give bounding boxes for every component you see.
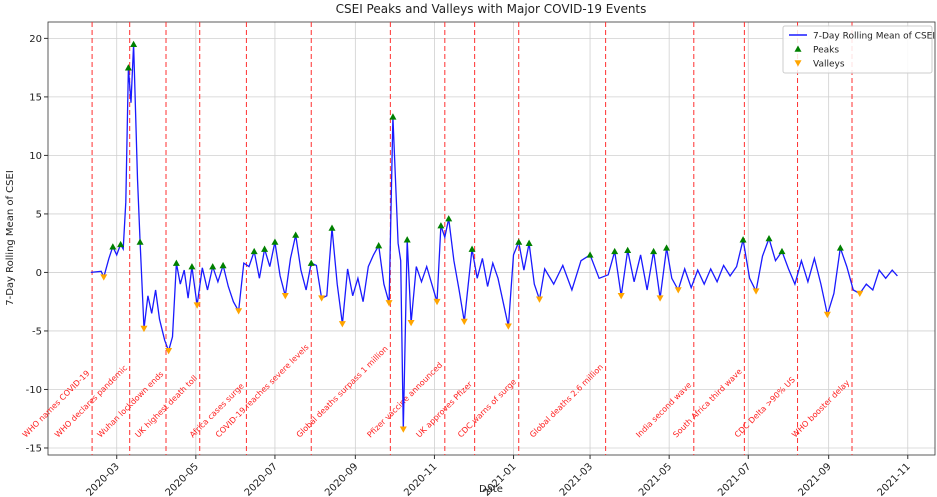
y-tick-label: 5 [36, 209, 42, 220]
x-axis-label: Date [479, 484, 503, 495]
valley-marker [656, 295, 664, 302]
valley-marker [823, 311, 831, 319]
event-label: Global deaths 2.6 million [528, 362, 605, 439]
peak-marker [525, 239, 533, 246]
x-tick-label: 2021-07 [716, 461, 753, 497]
event-label: CDC Delta >90% US [733, 375, 797, 439]
valley-marker [856, 290, 864, 298]
plot-frame [47, 21, 936, 456]
peak-marker [292, 231, 300, 238]
x-tick-label: 2021-05 [637, 461, 674, 497]
legend-swatch [794, 45, 802, 52]
valley-marker [535, 296, 543, 303]
valley-marker [338, 321, 346, 328]
peak-marker [261, 245, 269, 252]
y-tick-label: 10 [29, 151, 42, 162]
peak-marker [403, 236, 411, 243]
x-tick-label: 2021-11 [876, 461, 913, 497]
valley-marker [407, 319, 415, 327]
valley-marker [165, 348, 173, 355]
valley-marker [140, 325, 148, 333]
peak-marker [765, 235, 773, 242]
peak-marker [136, 238, 144, 245]
peak-marker [209, 263, 217, 270]
peak-marker [515, 238, 523, 245]
x-tick-label: 2020-05 [164, 461, 201, 497]
peak-marker [468, 245, 476, 252]
peak-marker [250, 247, 258, 255]
x-tick-label: 2020-07 [243, 461, 280, 497]
legend-label: Peaks [813, 46, 839, 56]
peak-marker [663, 244, 671, 251]
event-label: WHO booster delay [790, 378, 851, 439]
peak-marker [117, 240, 125, 248]
data-line [90, 44, 898, 430]
valley-marker [385, 300, 393, 307]
valley-marker [100, 274, 108, 281]
y-tick-label: 15 [29, 92, 42, 103]
event-label: COVID-19 reaches severe levels [214, 343, 311, 440]
y-tick-label: -5 [32, 326, 42, 337]
peak-marker [586, 251, 594, 258]
y-tick-label: 20 [29, 34, 42, 45]
peak-marker [375, 242, 383, 249]
peak-marker [124, 64, 132, 71]
valley-marker [752, 288, 760, 295]
y-axis-label: 7-Day Rolling Mean of CSEI [5, 170, 16, 306]
grid [48, 22, 935, 455]
peak-marker [650, 247, 658, 255]
peak-marker [836, 244, 844, 251]
peak-marker [130, 40, 138, 48]
x-tick-label: 2020-11 [402, 461, 439, 497]
valley-marker [460, 318, 468, 326]
valley-marker [504, 323, 512, 330]
peak-marker [389, 113, 397, 120]
event-label: South Africa third wave [671, 367, 744, 440]
peak-marker [328, 224, 336, 231]
y-tick-label: -15 [26, 443, 42, 454]
valley-marker [617, 293, 625, 300]
valley-marker [399, 426, 407, 433]
legend-box [782, 25, 933, 74]
chart-title: CSEI Peaks and Valleys with Major COVID-… [336, 2, 647, 16]
valley-marker [433, 298, 441, 306]
x-tick-label: 2020-03 [85, 461, 122, 497]
x-tick-label: 2020-09 [323, 461, 360, 497]
x-tick-label: 2021-03 [558, 461, 595, 497]
legend-swatch [794, 60, 802, 67]
valley-marker [193, 302, 201, 309]
peak-marker [739, 236, 747, 243]
valley-marker [674, 287, 682, 294]
valley-marker [318, 295, 326, 302]
peak-marker [437, 222, 445, 229]
peak-marker [219, 261, 227, 269]
legend-label: 7-Day Rolling Mean of CSEI [813, 32, 935, 42]
peak-marker [611, 247, 619, 255]
y-tick-label: -10 [26, 385, 42, 396]
valley-marker [281, 293, 289, 300]
peak-marker [445, 215, 453, 222]
peak-marker [307, 259, 315, 266]
peak-marker [778, 247, 786, 255]
x-tick-label: 2021-09 [796, 461, 833, 497]
legend-label: Valleys [813, 60, 845, 70]
peak-marker [172, 259, 180, 266]
valley-marker [235, 308, 243, 315]
peak-marker [624, 246, 632, 254]
peak-marker [109, 243, 117, 250]
peak-marker [271, 238, 279, 245]
peak-marker [188, 263, 196, 270]
y-tick-label: 0 [36, 268, 42, 279]
